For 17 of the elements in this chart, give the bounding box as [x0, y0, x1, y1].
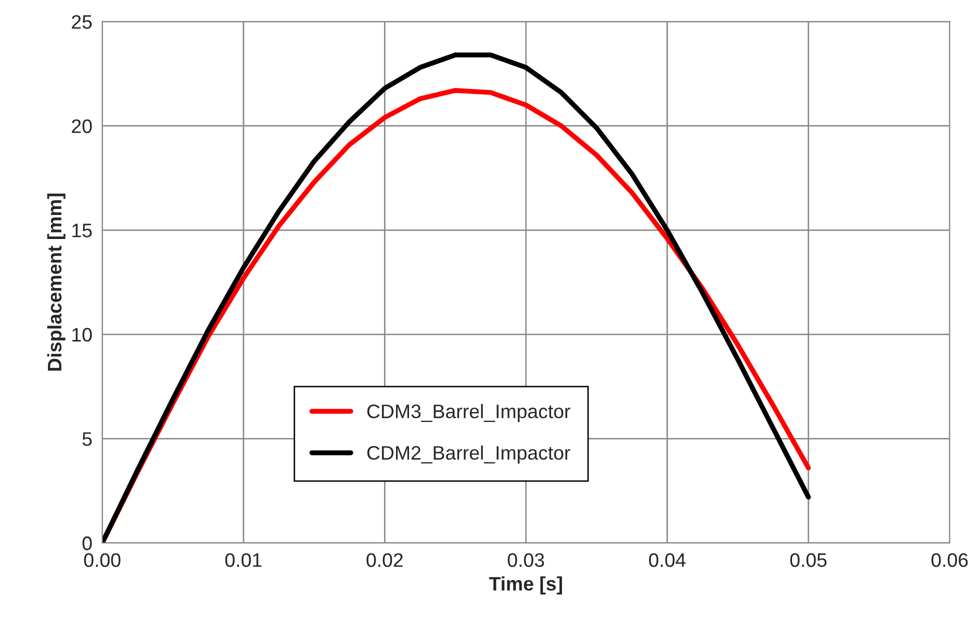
x-tick-label: 0.00: [84, 553, 120, 567]
x-tick-label: 0.06: [931, 553, 968, 567]
x-tick-label: 0.02: [366, 553, 403, 567]
x-tick-label: 0.04: [649, 553, 686, 567]
y-tick-label: 10: [72, 328, 92, 342]
y-tick-label: 20: [72, 119, 92, 134]
y-tick-label: 0: [82, 536, 92, 550]
x-axis-title: Time [s]: [489, 576, 562, 594]
x-tick-label: 0.03: [508, 553, 544, 567]
legend-label: CDM2_Barrel_Impactor: [367, 445, 570, 464]
y-tick-label: 15: [72, 224, 92, 238]
x-tick-label: 0.01: [225, 553, 262, 567]
y-tick-label: 5: [82, 432, 92, 446]
legend-label: CDM3_Barrel_Impactor: [367, 404, 570, 422]
y-axis-title: Displacement [mm]: [47, 194, 66, 371]
x-tick-label: 0.05: [790, 553, 827, 567]
y-tick-label: 25: [72, 15, 92, 29]
